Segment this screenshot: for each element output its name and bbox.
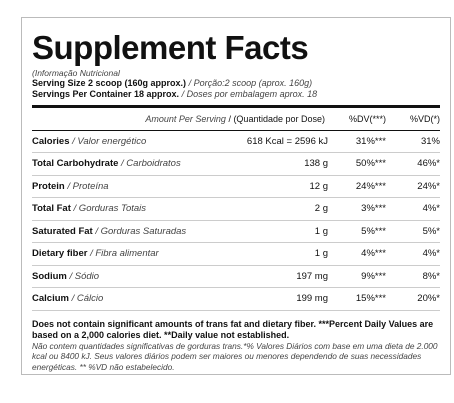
nutrient-name-cell: Sodium / Sódio bbox=[32, 265, 220, 288]
valor-diario: 20%* bbox=[386, 287, 440, 311]
amount: 2 g bbox=[220, 197, 328, 221]
header-amount: Amount Per Serving / (Quantidade por Dos… bbox=[32, 106, 328, 131]
nutrient-name-cell: Calcium / Cálcio bbox=[32, 287, 220, 311]
nutrient-name: Dietary fiber bbox=[32, 248, 88, 260]
nutrient-name: Total Fat bbox=[32, 203, 71, 215]
nutrient-row: Calcium / Cálcio 199 mg 15%*** 20%* bbox=[32, 287, 440, 311]
valor-diario: 8%* bbox=[386, 265, 440, 288]
amount: 1 g bbox=[220, 242, 328, 266]
nutrient-name-cell: Total Carbohydrate / Carboidratos bbox=[32, 152, 220, 176]
header-dv: %DV(***) bbox=[328, 106, 386, 131]
nutrient-name-pt: / Valor energético bbox=[72, 135, 147, 147]
facts-panel: Supplement Facts (Informação Nutricional… bbox=[21, 17, 451, 375]
daily-value: 3%*** bbox=[328, 197, 386, 221]
valor-diario: 46%* bbox=[386, 152, 440, 176]
daily-value: 24%*** bbox=[328, 175, 386, 198]
nutrient-name: Protein bbox=[32, 180, 65, 192]
daily-value: 15%*** bbox=[328, 287, 386, 311]
nutrient-name-cell: Total Fat / Gorduras Totais bbox=[32, 197, 220, 221]
daily-value: 5%*** bbox=[328, 220, 386, 243]
valor-diario: 5%* bbox=[386, 220, 440, 243]
nutrient-row: Saturated Fat / Gorduras Saturadas 1 g 5%*… bbox=[32, 220, 440, 243]
amount: 12 g bbox=[220, 175, 328, 198]
serving-size: Serving Size 2 scoop (160g approx.) / Po… bbox=[32, 78, 440, 89]
nutrient-name-pt: / Gorduras Saturadas bbox=[95, 225, 187, 237]
title: Supplement Facts bbox=[32, 29, 309, 66]
daily-value: 9%*** bbox=[328, 265, 386, 288]
nutrient-row: Protein / Proteína 12 g 24%*** 24%* bbox=[32, 175, 440, 198]
nutrient-name-pt: / Gorduras Totais bbox=[73, 203, 147, 215]
amount: 197 mg bbox=[220, 265, 328, 288]
serving-size-pt: / Porção:2 scoop (aprox. 160g) bbox=[188, 78, 313, 88]
nutrient-row: Total Fat / Gorduras Totais 2 g 3%*** 4%* bbox=[32, 197, 440, 221]
header-row: Amount Per Serving / (Quantidade por Dos… bbox=[32, 106, 440, 131]
footnote-en: Does not contain significant amounts of … bbox=[32, 318, 434, 340]
nutrient-name: Calcium bbox=[32, 293, 69, 305]
amount: 618 Kcal = 2596 kJ bbox=[220, 130, 328, 153]
subtitle: (Informação Nutricional bbox=[32, 68, 120, 78]
daily-value: 31%*** bbox=[328, 130, 386, 153]
nutrient-name-cell: Saturated Fat / Gorduras Saturadas bbox=[32, 220, 220, 243]
nutrient-name-pt: / Cálcio bbox=[71, 293, 104, 305]
amount-pt: / (Quantidade por Dose) bbox=[228, 113, 325, 124]
amount: 138 g bbox=[220, 152, 328, 176]
servings-en: Servings Per Container 18 approx. bbox=[32, 89, 180, 99]
nutrient-table: Amount Per Serving / (Quantidade por Dos… bbox=[32, 105, 440, 311]
nutrient-row: Sodium / Sódio 197 mg 9%*** 8%* bbox=[32, 265, 440, 288]
nutrient-name: Calories bbox=[32, 135, 70, 147]
footnote: Does not contain significant amounts of … bbox=[32, 319, 440, 373]
nutrient-row: Total Carbohydrate / Carboidratos 138 g 50… bbox=[32, 152, 440, 176]
amount: 199 mg bbox=[220, 287, 328, 311]
nutrient-row: Calories / Valor energético 618 Kcal = 25… bbox=[32, 130, 440, 153]
valor-diario: 4%* bbox=[386, 197, 440, 221]
servings: Servings Per Container 18 approx. / Dose… bbox=[32, 89, 440, 100]
nutrient-name-pt: / Fibra alimentar bbox=[90, 248, 159, 260]
daily-value: 50%*** bbox=[328, 152, 386, 176]
nutrient-name-pt: / Proteína bbox=[67, 180, 109, 192]
nutrient-row: Dietary fiber / Fibra alimentar 1 g 4%*** 4… bbox=[32, 242, 440, 266]
valor-diario: 31% bbox=[386, 130, 440, 153]
valor-diario: 4%* bbox=[386, 242, 440, 266]
nutrient-name-pt: / Sódio bbox=[69, 270, 100, 282]
amount: 1 g bbox=[220, 220, 328, 243]
nutrient-name: Total Carbohydrate bbox=[32, 158, 119, 170]
nutrient-name-cell: Calories / Valor energético bbox=[32, 130, 220, 153]
header-vd: %VD(*) bbox=[386, 106, 440, 131]
nutrient-name-pt: / Carboidratos bbox=[121, 158, 181, 170]
amount-en: Amount Per Serving bbox=[145, 113, 226, 124]
nutrient-name-cell: Protein / Proteína bbox=[32, 175, 220, 198]
valor-diario: 24%* bbox=[386, 175, 440, 198]
servings-pt: / Doses por embalagem aprox. 18 bbox=[181, 89, 318, 99]
nutrient-name: Sodium bbox=[32, 270, 67, 282]
daily-value: 4%*** bbox=[328, 242, 386, 266]
nutrient-name-cell: Dietary fiber / Fibra alimentar bbox=[32, 242, 220, 266]
nutrient-name: Saturated Fat bbox=[32, 225, 93, 237]
serving-size-en: Serving Size 2 scoop (160g approx.) bbox=[32, 78, 187, 88]
footnote-pt: Não contem quantidades significativas de… bbox=[32, 340, 438, 372]
